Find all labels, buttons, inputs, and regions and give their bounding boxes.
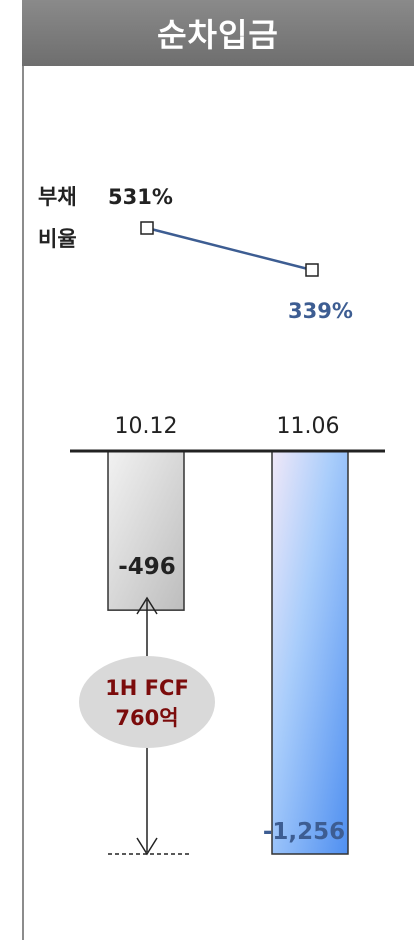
- debt-ratio-label-line1: 부채: [38, 185, 77, 209]
- fcf-callout-line2: 760억: [115, 706, 178, 730]
- debt-ratio-marker-11-06: [305, 263, 319, 277]
- fcf-callout-line1: 1H FCF: [105, 676, 189, 700]
- debt-ratio-end-label: 339%: [288, 299, 353, 323]
- category-label-11-06: 11.06: [277, 414, 340, 439]
- debt-ratio-line: [146, 226, 313, 272]
- chart-title: 순차입금: [157, 16, 279, 54]
- debt-ratio-marker-10-12: [140, 221, 154, 235]
- chart-header: 순차입금: [22, 0, 414, 66]
- debt-ratio-start-label: 531%: [108, 185, 173, 209]
- bar-value-label-10-12: -496: [118, 554, 176, 580]
- bar-11-06: [271, 450, 349, 855]
- fcf-callout-ellipse: [79, 656, 215, 748]
- category-label-10-12: 10.12: [115, 414, 178, 439]
- bar-value-label-11-06: -1,256: [263, 819, 345, 845]
- fcf-arrow-head-up: [136, 596, 158, 615]
- bar-10-12: [107, 450, 185, 611]
- debt-ratio-label-line2: 비율: [38, 227, 77, 251]
- panel-left-border: [22, 66, 24, 940]
